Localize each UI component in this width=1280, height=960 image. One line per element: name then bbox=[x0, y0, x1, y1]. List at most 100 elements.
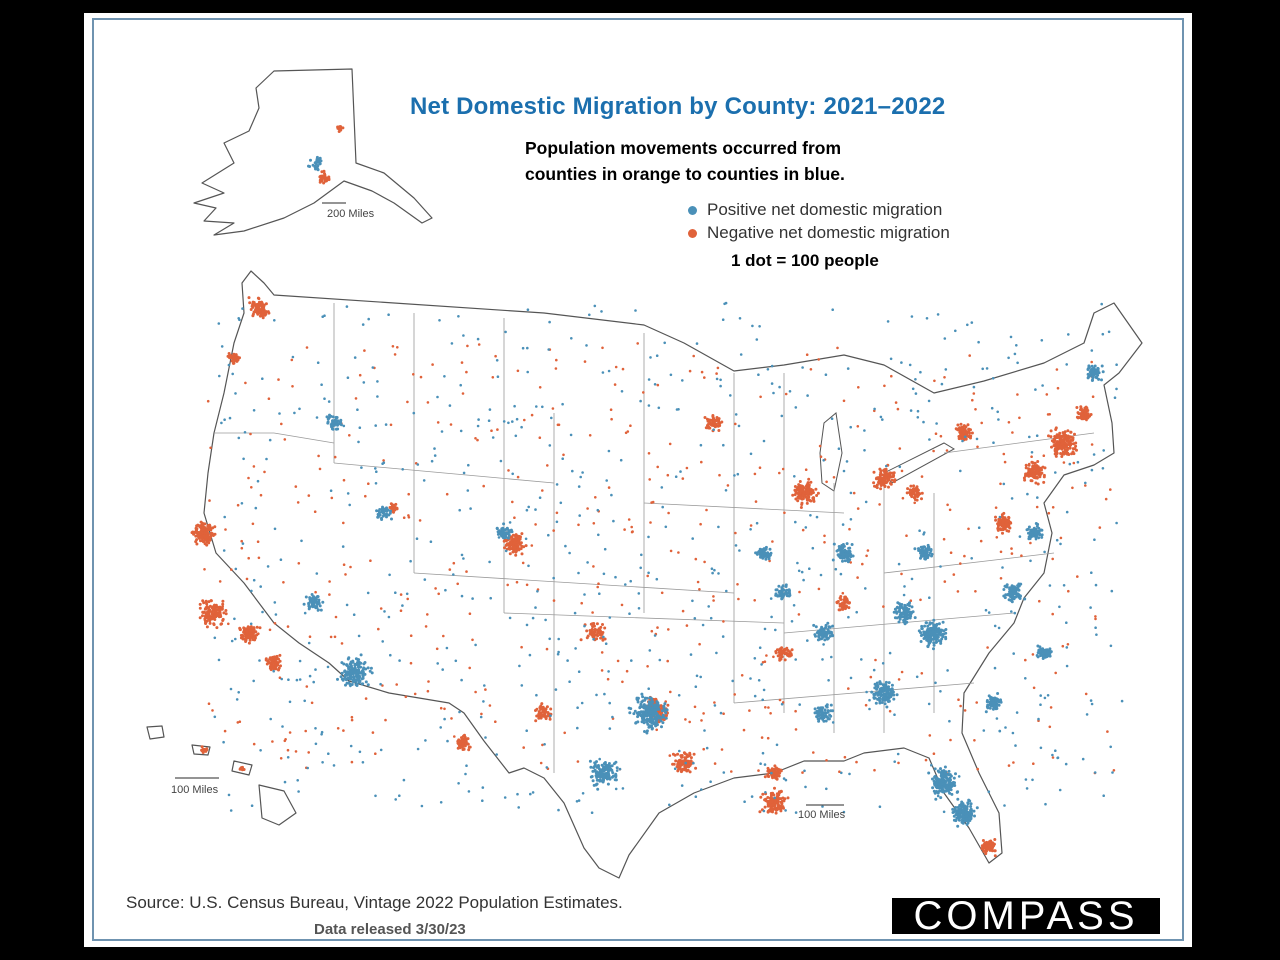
migration-dot bbox=[588, 434, 592, 437]
migration-dot bbox=[377, 627, 380, 631]
migration-dot bbox=[999, 550, 1003, 554]
migration-dot bbox=[969, 814, 973, 818]
migration-dot bbox=[932, 752, 936, 755]
migration-dot bbox=[1081, 415, 1085, 419]
migration-dot bbox=[1027, 525, 1031, 529]
migration-dot bbox=[1037, 526, 1041, 530]
migration-dot bbox=[905, 534, 908, 537]
migration-dot bbox=[328, 580, 331, 583]
migration-dot bbox=[806, 481, 810, 485]
migration-dot bbox=[832, 542, 836, 546]
migration-dot bbox=[775, 743, 779, 747]
migration-dot bbox=[1081, 757, 1085, 761]
migration-dot bbox=[980, 421, 983, 425]
migration-dot bbox=[359, 665, 363, 669]
migration-dot bbox=[836, 346, 839, 350]
migration-dot bbox=[911, 492, 915, 495]
migration-dot bbox=[686, 762, 690, 766]
migration-dot bbox=[942, 775, 946, 779]
migration-dot bbox=[706, 424, 709, 427]
migration-dot bbox=[335, 422, 339, 426]
migration-dot bbox=[600, 651, 604, 654]
migration-dot bbox=[1028, 533, 1032, 537]
migration-dot bbox=[259, 493, 263, 497]
migration-dot bbox=[579, 638, 583, 642]
migration-dot bbox=[830, 633, 834, 637]
migration-dot bbox=[945, 788, 949, 791]
migration-dot bbox=[238, 626, 242, 630]
migration-dot bbox=[319, 608, 323, 612]
migration-dot bbox=[655, 702, 659, 705]
migration-dot bbox=[310, 701, 314, 705]
migration-dot bbox=[1096, 371, 1100, 374]
migration-dot bbox=[585, 636, 589, 640]
migration-dot bbox=[943, 580, 947, 583]
migration-dot bbox=[502, 539, 506, 543]
migration-dot bbox=[588, 759, 592, 763]
migration-dot bbox=[1011, 431, 1014, 434]
migration-dot bbox=[1027, 462, 1031, 466]
migration-dot bbox=[653, 383, 657, 386]
migration-dot bbox=[1020, 554, 1023, 557]
migration-dot bbox=[555, 483, 559, 486]
migration-dot bbox=[251, 312, 255, 316]
migration-dot bbox=[919, 598, 922, 602]
migration-dot bbox=[902, 618, 906, 622]
migration-dot bbox=[886, 689, 890, 693]
migration-dot bbox=[681, 609, 685, 613]
migration-dot bbox=[248, 638, 252, 642]
migration-dot bbox=[477, 343, 481, 346]
migration-dot bbox=[224, 528, 227, 531]
migration-dot bbox=[256, 479, 260, 483]
migration-dot bbox=[764, 547, 768, 551]
migration-dot bbox=[787, 588, 791, 592]
migration-dot bbox=[826, 621, 830, 625]
migration-dot bbox=[793, 488, 797, 492]
migration-dot bbox=[203, 522, 207, 526]
migration-dot bbox=[975, 806, 979, 810]
migration-dot bbox=[247, 556, 250, 560]
migration-dot bbox=[521, 561, 525, 565]
migration-dot bbox=[1039, 473, 1043, 476]
migration-dot bbox=[452, 561, 456, 565]
migration-dot bbox=[930, 633, 934, 636]
migration-dot bbox=[1054, 671, 1057, 675]
migration-dot bbox=[227, 352, 231, 355]
migration-dot bbox=[894, 401, 898, 404]
migration-dot bbox=[890, 374, 893, 378]
migration-dot bbox=[843, 606, 847, 610]
migration-dot bbox=[205, 602, 209, 606]
migration-dot bbox=[909, 484, 913, 488]
migration-dot bbox=[426, 613, 429, 616]
migration-dot bbox=[980, 847, 984, 850]
migration-dot bbox=[1008, 520, 1012, 524]
migration-dot bbox=[777, 584, 781, 588]
migration-dot bbox=[884, 476, 888, 480]
migration-dot bbox=[903, 622, 907, 626]
migration-dot bbox=[549, 707, 553, 711]
migration-dot bbox=[342, 563, 346, 566]
migration-dot bbox=[674, 759, 678, 763]
migration-dot bbox=[1101, 467, 1105, 470]
migration-dot bbox=[784, 392, 788, 396]
migration-dot bbox=[734, 531, 737, 535]
migration-dot bbox=[850, 543, 854, 546]
migration-dot bbox=[956, 423, 960, 427]
migration-dot bbox=[374, 424, 378, 427]
migration-dot bbox=[204, 599, 208, 603]
migration-dot bbox=[841, 551, 845, 555]
migration-dot bbox=[468, 666, 472, 670]
migration-dot bbox=[543, 715, 547, 718]
migration-dot bbox=[580, 601, 583, 605]
migration-dot bbox=[703, 376, 706, 379]
migration-dot bbox=[515, 580, 519, 584]
migration-dot bbox=[243, 637, 247, 641]
migration-dot bbox=[957, 698, 960, 701]
migration-dot bbox=[1027, 537, 1031, 541]
migration-dot bbox=[769, 597, 773, 600]
migration-dot bbox=[323, 172, 326, 176]
migration-dot bbox=[250, 486, 253, 489]
migration-dot bbox=[888, 709, 892, 713]
migration-dot bbox=[308, 605, 312, 609]
migration-dot bbox=[201, 611, 205, 614]
